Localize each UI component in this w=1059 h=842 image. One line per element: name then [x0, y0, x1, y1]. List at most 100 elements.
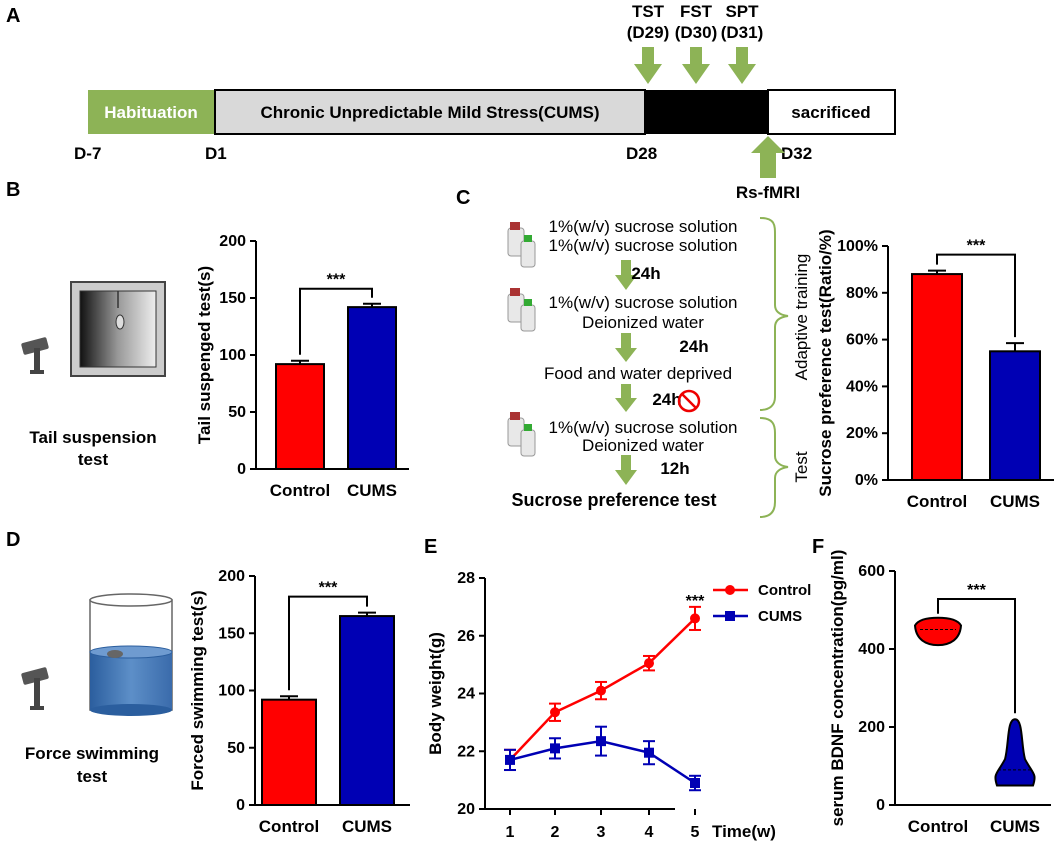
protocol-step-sol4: 1%(w/v) sucrose solution [549, 418, 738, 437]
legend-marker [725, 611, 735, 621]
data-point-cums [690, 778, 700, 789]
protocol-time-4: 12h [660, 459, 689, 478]
x-axis-label: Time(w) [712, 822, 776, 841]
flow-arrow-icon [615, 455, 637, 485]
x-tick-label: CUMS [990, 492, 1040, 511]
day-1: D1 [205, 144, 227, 163]
y-axis-label: Sucrose preference test(Ratio/%) [816, 229, 835, 496]
cums-phase [214, 89, 646, 135]
y-tick-label: 0 [876, 797, 885, 814]
y-tick-label: 600 [858, 563, 885, 580]
panel-e: E 20 22 24 26 28 Body weight(g) 1 2 3 4 5 Time(w) Co… [424, 536, 811, 841]
tst-day: (D29) [627, 23, 670, 42]
data-point-cums [644, 747, 654, 758]
sucrose-preference-chart: 0% 20% 40% 60% 80% 100%Sucrose preference tes… [816, 229, 1054, 511]
panel-f: F 0 200 400 600 serum BDNF concentration(pg/… [812, 536, 1051, 836]
test-phase [645, 90, 768, 134]
panel-c: C 1%(w/v) sucrose solution 1%(w/v) sucro… [456, 187, 1054, 518]
panel-a-label: A [6, 5, 20, 27]
y-tick-label: 50 [228, 404, 246, 421]
tst-marker: TST (D29) [627, 2, 670, 84]
x-tick-label: 3 [597, 824, 606, 841]
y-tick-label: 80% [846, 285, 878, 302]
panel-b-label: B [6, 179, 20, 201]
data-point-cums [596, 736, 606, 747]
bar-control [275, 363, 325, 470]
x-tick-label: CUMS [342, 817, 392, 836]
protocol-step-sol3: 1%(w/v) sucrose solution [549, 293, 738, 312]
protocol-time-1: 24h [631, 264, 660, 283]
protocol-step-deprived: Food and water deprived [544, 364, 732, 383]
panel-d: D Force swimming test 0 50 100 150 200 Forced… [6, 529, 410, 836]
data-point-control [550, 707, 560, 718]
bottle-pair-icon [507, 288, 536, 332]
panel-f-label: F [812, 536, 824, 558]
training-brace [759, 217, 789, 411]
significance-bracket [937, 598, 1016, 714]
habituation-label: Habituation [104, 103, 198, 122]
x-tick-label: Control [907, 492, 967, 511]
y-tick-label: 400 [858, 641, 885, 658]
y-tick-label: 40% [846, 378, 878, 395]
y-axis-label: Forced swimming test(s) [188, 590, 207, 790]
data-point-control [690, 613, 700, 624]
brace-label-test: Test [792, 451, 811, 482]
series-line-cums [509, 739, 696, 785]
protocol-step-water1: Deionized water [582, 313, 704, 332]
y-axis-label: Body weight(g) [426, 632, 445, 755]
bottle-pair-icon [507, 222, 536, 268]
y-tick-label: 20 [457, 801, 475, 818]
legend-marker [725, 585, 735, 595]
flow-arrow-icon [615, 384, 637, 412]
test-brace [759, 417, 789, 518]
fst-arrow-icon [682, 47, 710, 84]
protocol-step-sol2: 1%(w/v) sucrose solution [549, 236, 738, 255]
sacrificed-label: sacrificed [791, 103, 870, 122]
tst-name: TST [632, 2, 665, 21]
y-tick-label: 60% [846, 332, 878, 349]
legend-label: Control [758, 582, 811, 599]
y-tick-label: 100 [218, 683, 245, 700]
panel-d-label: D [6, 529, 20, 551]
significance-bracket [288, 595, 368, 691]
y-tick-label: 150 [219, 290, 246, 307]
x-tick-label: CUMS [990, 817, 1040, 836]
tail-suspension-chart: 0 50 100 150 200 Tail suspenged test(s) Contro… [195, 233, 409, 500]
x-tick-label: 2 [551, 824, 560, 841]
camera-icon [21, 337, 49, 374]
protocol-step-sol1: 1%(w/v) sucrose solution [549, 217, 738, 236]
day-minus7: D-7 [74, 144, 101, 163]
y-tick-label: 200 [219, 233, 246, 250]
y-tick-label: 50 [227, 740, 245, 757]
y-axis-label: Tail suspenged test(s) [195, 266, 214, 444]
significance-stars: *** [967, 238, 986, 255]
bar-cums [989, 350, 1041, 481]
x-tick-label: CUMS [347, 481, 397, 500]
cums-phase-label: Chronic Unpredictable Mild Stress(CUMS) [260, 103, 599, 122]
data-point-control [596, 685, 606, 696]
spt-name: SPT [725, 2, 759, 21]
protocol-time-2: 24h [679, 337, 708, 356]
protocol-time-3: 24h [652, 390, 681, 409]
panel-e-label: E [424, 536, 437, 558]
y-tick-label: 20% [846, 425, 878, 442]
bar-control [911, 273, 963, 481]
significance-stars: *** [319, 580, 338, 597]
protocol-final-step: Sucrose preference test [511, 490, 716, 510]
tst-arrow-icon [634, 47, 662, 84]
bottle-pair-icon [507, 412, 536, 457]
tail-suspension-caption-2: test [78, 450, 109, 469]
y-tick-label: 200 [858, 719, 885, 736]
day-28: D28 [626, 144, 657, 163]
y-axis-label: serum BDNF concentration(pg/ml) [828, 550, 847, 827]
swimming-cylinder-icon [89, 593, 173, 716]
bdnf-chart: 0 200 400 600 serum BDNF concentration(pg/ml… [828, 550, 1051, 836]
y-tick-label: 0 [237, 461, 246, 478]
x-tick-label: Control [908, 817, 968, 836]
force-swimming-caption-1: Force swimming [25, 744, 159, 763]
flow-arrow-icon [615, 333, 637, 362]
bar-cums [339, 615, 395, 807]
panel-c-label: C [456, 187, 470, 209]
fst-marker: FST (D30) [675, 2, 717, 84]
